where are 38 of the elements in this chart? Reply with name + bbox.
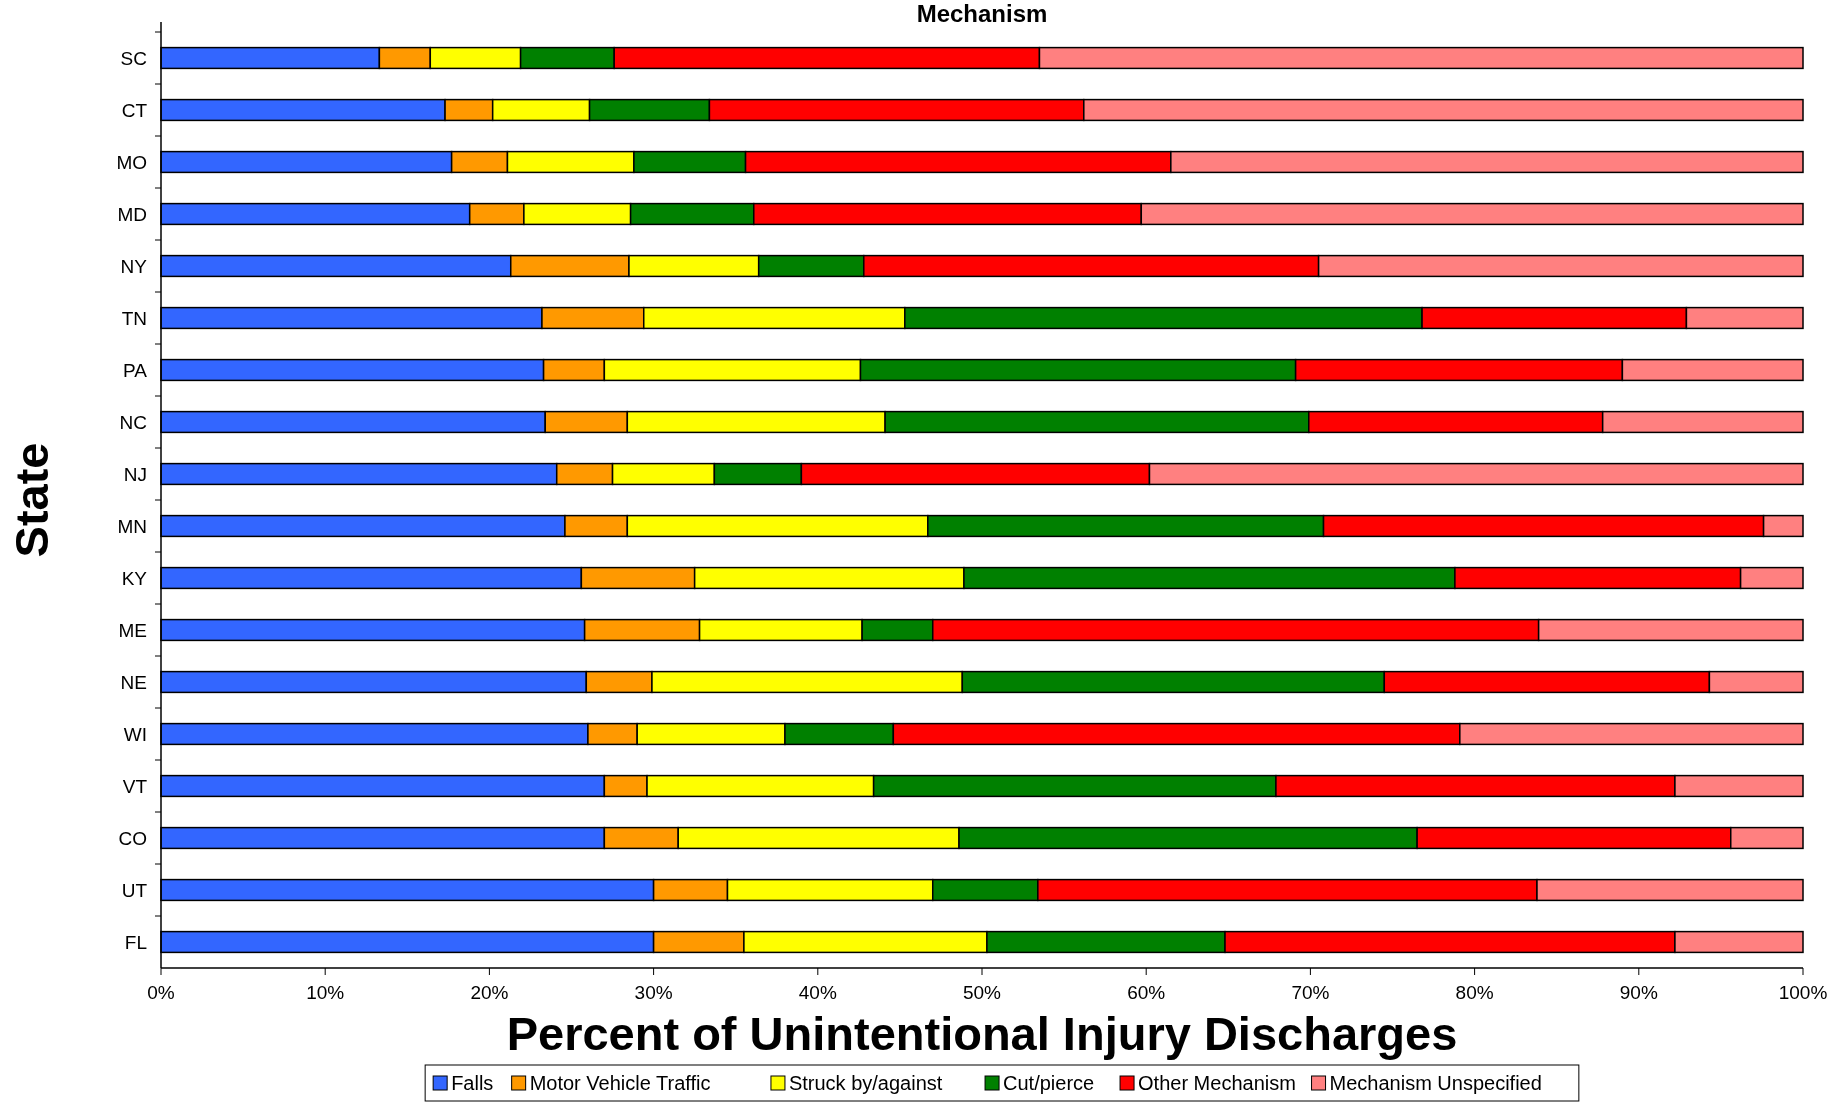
x-tick-label: 100% — [1778, 982, 1828, 1003]
legend-label: Cut/pierce — [1003, 1072, 1095, 1094]
x-tick-label: 50% — [962, 982, 1002, 1003]
x-tick-label: 90% — [1619, 982, 1658, 1003]
legend-label: Motor Vehicle Traffic — [529, 1072, 711, 1094]
legend-label: Falls — [451, 1072, 494, 1094]
x-tick-label: 10% — [306, 982, 345, 1003]
y-tick-label: MO — [116, 151, 147, 173]
y-tick-label: WI — [123, 723, 147, 745]
legend-label: Mechanism Unspecified — [1329, 1072, 1542, 1094]
y-tick-label: NC — [119, 411, 147, 433]
x-axis-title: Percent of Unintentional Injury Discharges — [506, 1007, 1458, 1060]
y-tick-label: TN — [121, 307, 147, 329]
y-tick-label: PA — [123, 359, 148, 381]
y-tick-label: UT — [121, 879, 148, 901]
legend-label: Other Mechanism — [1138, 1072, 1296, 1094]
x-tick-label: 0% — [147, 982, 175, 1003]
legend-label: Struck by/against — [788, 1072, 943, 1094]
y-axis-title: State — [5, 442, 58, 558]
y-tick-label: FL — [124, 931, 147, 953]
y-tick-label: MD — [117, 203, 147, 225]
x-tick-label: 20% — [470, 982, 509, 1003]
y-tick-label: VT — [122, 775, 148, 797]
x-tick-label: 30% — [634, 982, 673, 1003]
y-tick-label: NJ — [123, 463, 147, 485]
chart-title: Mechanism — [916, 0, 1048, 27]
y-tick-label: KY — [121, 567, 148, 589]
y-tick-label: CT — [121, 99, 148, 121]
y-tick-label: NE — [120, 671, 147, 693]
y-tick-label: ME — [118, 619, 147, 641]
y-tick-label: NY — [120, 255, 148, 277]
x-tick-label: 80% — [1455, 982, 1494, 1003]
x-tick-label: 60% — [1127, 982, 1166, 1003]
x-tick-label: 70% — [1291, 982, 1330, 1003]
x-tick-label: 40% — [798, 982, 837, 1003]
y-tick-label: CO — [118, 827, 147, 849]
y-tick-label: MN — [117, 515, 147, 537]
y-tick-label: SC — [120, 47, 147, 69]
